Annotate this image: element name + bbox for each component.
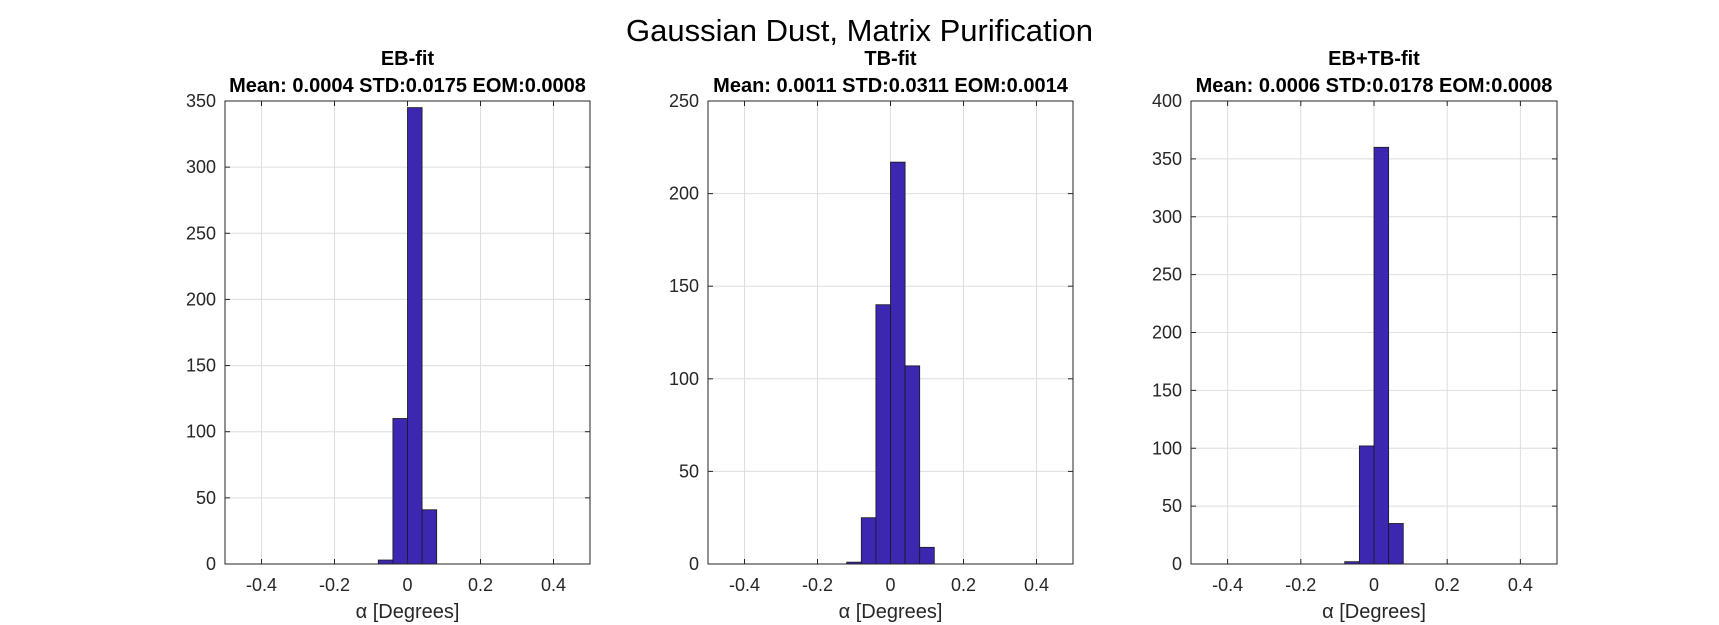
- x-tick-label: -0.2: [802, 575, 833, 595]
- histogram-bar: [392, 418, 408, 565]
- y-tick-label: 0: [1172, 554, 1182, 574]
- x-axis-label: α [Degrees]: [356, 601, 460, 623]
- panel-title: EB-fit: [381, 48, 435, 70]
- panel-stats: Mean: 0.0011 STD:0.0311 EOM:0.0014: [713, 75, 1069, 97]
- y-tick-label: 250: [669, 91, 699, 111]
- x-tick-label: 0.4: [1024, 575, 1049, 595]
- y-tick-label: 350: [186, 91, 216, 111]
- histogram-bar: [904, 365, 921, 565]
- x-tick-label: 0: [402, 575, 412, 595]
- x-tick-label: 0: [1369, 575, 1379, 595]
- histogram-bar: [377, 559, 394, 565]
- figure-title: Gaussian Dust, Matrix Purification: [626, 13, 1093, 48]
- x-tick-label: 0.4: [541, 575, 566, 595]
- x-axis-label: α [Degrees]: [1322, 601, 1426, 623]
- x-tick-label: 0.2: [951, 575, 976, 595]
- y-tick-label: 200: [1152, 323, 1182, 343]
- histogram-panel: EB-fit Mean: 0.0004 STD:0.0175 EOM:0.0008…: [186, 48, 591, 623]
- x-tick-label: -0.2: [1285, 575, 1316, 595]
- histogram-panel: EB+TB-fit Mean: 0.0006 STD:0.0178 EOM:0.0…: [1152, 48, 1558, 623]
- y-tick-label: 200: [186, 289, 216, 309]
- histogram-panel: TB-fit Mean: 0.0011 STD:0.0311 EOM:0.0014…: [669, 48, 1074, 623]
- histogram-bar: [890, 161, 906, 565]
- y-tick-label: 150: [1152, 380, 1182, 400]
- histogram-bar: [421, 509, 438, 565]
- x-tick-label: 0: [885, 575, 895, 595]
- y-tick-label: 0: [689, 554, 699, 574]
- histogram-bar: [919, 546, 935, 565]
- y-tick-label: 50: [196, 488, 216, 508]
- y-tick-label: 50: [679, 461, 699, 481]
- x-axis-label: α [Degrees]: [839, 601, 943, 623]
- histogram-bar: [407, 107, 423, 565]
- y-tick-label: 350: [1152, 149, 1182, 169]
- y-tick-label: 50: [1162, 496, 1182, 516]
- y-tick-label: 300: [186, 157, 216, 177]
- y-tick-label: 150: [186, 356, 216, 376]
- histogram-bar: [860, 517, 877, 565]
- y-tick-label: 0: [206, 554, 216, 574]
- x-tick-label: 0.2: [1435, 575, 1460, 595]
- y-tick-label: 100: [669, 369, 699, 389]
- x-tick-label: 0.4: [1508, 575, 1533, 595]
- histogram-bar: [1388, 523, 1404, 565]
- panel-title: EB+TB-fit: [1328, 48, 1420, 70]
- y-tick-label: 250: [186, 223, 216, 243]
- panel-stats: Mean: 0.0004 STD:0.0175 EOM:0.0008: [229, 75, 586, 97]
- panel-stats: Mean: 0.0006 STD:0.0178 EOM:0.0008: [1196, 75, 1553, 97]
- y-tick-label: 100: [1152, 438, 1182, 458]
- x-tick-label: -0.4: [1212, 575, 1243, 595]
- x-tick-label: -0.4: [246, 575, 277, 595]
- y-tick-label: 100: [186, 422, 216, 442]
- x-tick-label: -0.2: [319, 575, 350, 595]
- panel-title: TB-fit: [864, 48, 917, 70]
- x-tick-label: -0.4: [729, 575, 760, 595]
- y-tick-label: 200: [669, 184, 699, 204]
- histogram-bar: [875, 304, 891, 565]
- histogram-bar: [1358, 445, 1375, 565]
- y-tick-label: 400: [1152, 91, 1182, 111]
- y-tick-label: 150: [669, 276, 699, 296]
- subplots: EB-fit Mean: 0.0004 STD:0.0175 EOM:0.0008…: [186, 48, 1558, 623]
- x-tick-label: 0.2: [468, 575, 493, 595]
- y-tick-label: 250: [1152, 265, 1182, 285]
- histogram-bar: [1373, 146, 1390, 565]
- y-tick-label: 300: [1152, 207, 1182, 227]
